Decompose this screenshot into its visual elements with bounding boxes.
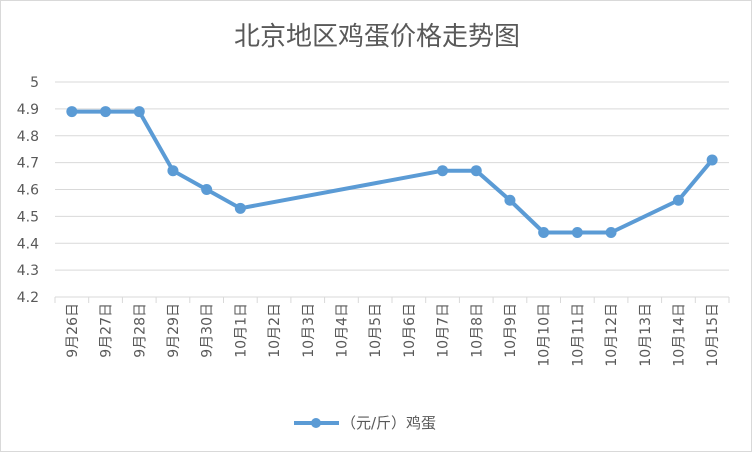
x-tick-label: 10月1日 — [233, 303, 249, 358]
x-axis-ticks: 9月26日 9月27日 9月28日 9月29日 9月30日 10月1日 10月2日 10月3日… — [65, 303, 721, 367]
x-tick-label: 9月28日 — [132, 303, 148, 358]
y-axis-ticks: 4.2 4.3 4.4 4.5 4.6 4.7 4.8 4.9 5 — [17, 75, 39, 306]
series-line — [71, 109, 714, 235]
y-tick-label: 4.3 — [17, 263, 39, 279]
data-point[interactable] — [234, 202, 246, 214]
x-tick-label: 10月12日 — [604, 303, 620, 367]
x-tick-label: 10月7日 — [436, 303, 452, 358]
data-point[interactable] — [167, 165, 179, 177]
gridlines — [55, 81, 729, 271]
x-tick-label: 10月15日 — [705, 303, 721, 367]
data-point[interactable] — [672, 194, 684, 206]
series-layer — [66, 106, 718, 238]
x-tick-label: 10月5日 — [368, 303, 384, 358]
x-tick-label: 10月14日 — [671, 303, 687, 367]
y-tick-label: 4.6 — [17, 183, 39, 199]
legend-marker-swatch — [311, 418, 321, 428]
legend-label: （元/斤）鸡蛋 — [341, 414, 436, 432]
y-tick-label: 4.5 — [17, 209, 39, 225]
data-point[interactable] — [100, 106, 112, 118]
x-tick-label: 10月8日 — [469, 303, 485, 358]
data-point[interactable] — [66, 106, 78, 118]
x-tick-label: 10月3日 — [301, 303, 317, 358]
x-tick-label: 10月6日 — [402, 303, 418, 358]
x-tick-label: 10月4日 — [334, 303, 350, 358]
data-point[interactable] — [538, 227, 550, 238]
y-tick-label: 4.9 — [17, 102, 39, 118]
x-tick-label: 9月30日 — [200, 303, 216, 358]
data-point[interactable] — [470, 165, 482, 177]
chart-title: 北京地区鸡蛋价格走势图 — [234, 22, 520, 52]
data-point[interactable] — [571, 227, 583, 238]
y-tick-label: 4.8 — [17, 129, 39, 145]
x-tick-label: 10月2日 — [267, 303, 283, 358]
y-tick-label: 5 — [30, 75, 39, 91]
data-point[interactable] — [504, 194, 516, 206]
x-tick-label: 9月27日 — [99, 303, 115, 358]
data-point[interactable] — [605, 227, 617, 238]
data-point[interactable] — [133, 106, 145, 118]
y-tick-label: 4.2 — [17, 290, 39, 306]
data-point[interactable] — [706, 154, 718, 166]
x-tick-label: 9月29日 — [166, 303, 182, 358]
y-tick-label: 4.4 — [17, 236, 39, 252]
x-tick-label: 9月26日 — [65, 303, 81, 358]
x-tick-label: 10月10日 — [537, 303, 553, 367]
x-tick-label: 10月11日 — [570, 303, 586, 367]
legend[interactable]: （元/斤）鸡蛋 — [294, 414, 436, 432]
data-point[interactable] — [437, 165, 449, 177]
y-tick-label: 4.7 — [17, 156, 39, 172]
data-point[interactable] — [201, 184, 213, 195]
x-axis — [54, 296, 730, 303]
x-tick-label: 10月13日 — [638, 303, 654, 367]
x-tick-label: 10月9日 — [503, 303, 519, 358]
